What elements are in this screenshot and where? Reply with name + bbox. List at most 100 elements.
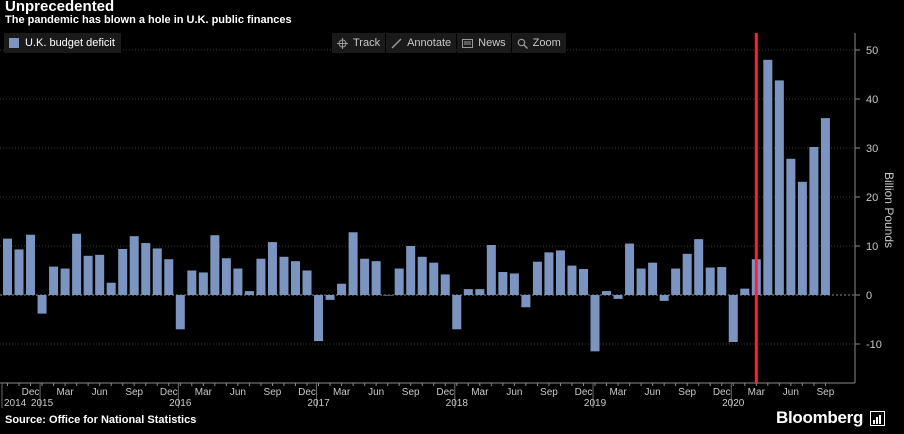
year-label: 2019 <box>584 398 607 409</box>
legend[interactable]: U.K. budget deficit <box>4 33 121 53</box>
bloomberg-terminal-icon <box>870 410 886 426</box>
y-tick-label: 40 <box>866 94 878 106</box>
x-tick-label: Jun <box>92 387 108 398</box>
chart-gridlines <box>0 49 855 345</box>
bar <box>325 295 335 300</box>
x-tick-label: Mar <box>195 387 213 398</box>
x-tick-label: Sep <box>125 387 143 398</box>
bar <box>544 252 554 295</box>
chart-title: Unprecedented <box>5 0 115 15</box>
bar <box>636 268 646 295</box>
bar <box>567 265 577 295</box>
chart-subtitle: The pandemic has blown a hole in U.K. pu… <box>5 14 292 26</box>
zoom-button[interactable]: Zoom <box>511 33 566 53</box>
bar <box>682 253 692 295</box>
bar <box>14 249 24 295</box>
bar <box>337 283 347 295</box>
bar <box>705 267 715 295</box>
bar <box>509 273 519 295</box>
y-axis: -10 0 10 20 30 40 50 Billion Pounds <box>854 33 896 383</box>
source-note: Source: Office for National Statistics <box>5 414 197 426</box>
brand-name: Bloomberg <box>776 408 864 427</box>
chart-bars <box>3 59 830 352</box>
bar <box>279 256 289 295</box>
bar <box>786 158 796 295</box>
x-tick-label: Dec <box>160 387 178 398</box>
bar <box>429 262 439 295</box>
x-tick-label: Mar <box>471 387 489 398</box>
bar <box>210 235 220 295</box>
bar <box>106 282 116 295</box>
bar <box>590 295 600 352</box>
news-button[interactable]: News <box>457 33 511 53</box>
chart-toolbar: Track Annotate News Zoom <box>332 33 567 53</box>
bloomberg-logo: Bloomberg <box>776 408 886 428</box>
x-tick-label: Dec <box>575 387 593 398</box>
bar <box>141 243 151 295</box>
bar <box>175 295 185 330</box>
bar <box>613 295 623 299</box>
bar <box>37 295 47 314</box>
bar <box>302 270 312 295</box>
bar <box>360 258 370 295</box>
x-tick-label: Jun <box>506 387 522 398</box>
bar <box>348 232 358 295</box>
legend-label: U.K. budget deficit <box>25 37 115 49</box>
bar <box>221 258 231 295</box>
bar <box>72 233 82 295</box>
legend-swatch <box>9 38 19 48</box>
bar <box>602 291 612 295</box>
bar <box>671 268 681 295</box>
bar <box>3 238 12 295</box>
bar <box>394 268 404 295</box>
bar <box>198 272 208 295</box>
x-tick-label: Jun <box>368 387 384 398</box>
bar <box>371 261 381 295</box>
bar <box>521 295 531 308</box>
bar <box>129 236 139 295</box>
year-label: 2020 <box>722 398 745 409</box>
bar <box>60 268 70 295</box>
x-tick-label: Jun <box>783 387 799 398</box>
y-tick-label: 10 <box>866 241 878 253</box>
year-label: 2015 <box>31 398 54 409</box>
news-icon <box>462 38 474 48</box>
bar <box>152 248 162 295</box>
x-tick-label: Sep <box>817 387 835 398</box>
y-tick-label: 20 <box>866 192 878 204</box>
x-tick-label: Jun <box>230 387 246 398</box>
bar <box>659 295 669 301</box>
bar <box>809 147 819 295</box>
track-button[interactable]: Track <box>332 33 386 53</box>
y-tick-label: 30 <box>866 143 878 155</box>
bar <box>95 254 105 295</box>
bar <box>440 274 450 295</box>
pencil-icon <box>391 37 402 49</box>
bar <box>26 234 36 295</box>
bar <box>383 295 393 296</box>
magnifier-icon <box>517 38 528 49</box>
x-tick-label: Dec <box>22 387 40 398</box>
bar <box>291 261 300 295</box>
bar <box>763 59 773 295</box>
bar <box>797 181 807 295</box>
zoom-label: Zoom <box>532 37 561 49</box>
x-tick-label: Sep <box>678 387 696 398</box>
crosshair-icon <box>337 37 348 49</box>
y-axis-title: Billion Pounds <box>882 172 896 248</box>
annotate-button[interactable]: Annotate <box>386 33 457 53</box>
x-tick-label: Mar <box>748 387 766 398</box>
bar <box>267 242 277 295</box>
bar <box>774 80 784 295</box>
x-tick-label: Dec <box>298 387 316 398</box>
year-label: 2014 <box>4 398 27 409</box>
year-label: 2017 <box>307 398 330 409</box>
bar <box>498 271 508 295</box>
x-tick-label: Mar <box>333 387 351 398</box>
bar <box>579 269 588 295</box>
bar <box>118 248 128 295</box>
bar <box>625 243 635 295</box>
bar <box>314 295 324 342</box>
x-tick-label: Sep <box>540 387 558 398</box>
x-tick-label: Mar <box>609 387 627 398</box>
